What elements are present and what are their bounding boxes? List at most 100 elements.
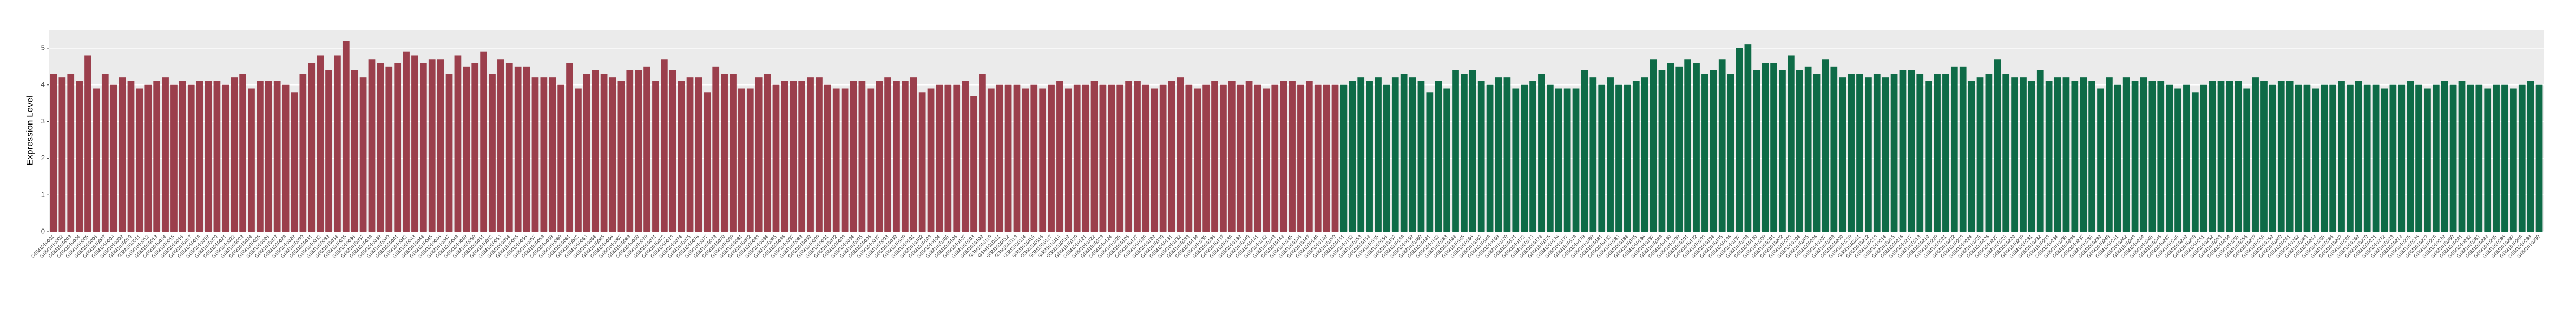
bar [1994,59,2001,232]
bar [1383,84,1390,232]
bar [1804,66,1812,232]
bar [2467,84,2474,232]
bar [2338,81,2345,232]
bar [1925,81,1933,232]
bar [1461,74,1468,232]
bar [1254,84,1261,232]
bar [1675,66,1683,232]
bar [1323,84,1330,232]
bar [2045,81,2053,232]
bar [1108,84,1115,232]
bar [1469,70,1476,232]
bar [2407,81,2414,232]
bar [359,77,367,232]
bar [609,77,616,232]
bar [2355,81,2362,232]
bar [927,88,935,232]
bar [2363,84,2371,232]
bar [84,55,91,232]
bar [2277,81,2285,232]
bar [153,81,161,232]
bar [110,84,117,232]
bar [1237,84,1244,232]
bar [2114,84,2121,232]
bar [119,77,126,232]
bar [1400,74,1408,232]
bar [1443,88,1450,232]
bar [790,81,797,232]
bar [2441,81,2448,232]
bar [2518,84,2526,232]
bar [1289,81,1296,232]
bar [850,81,857,232]
bar [377,63,384,232]
bar [953,84,961,232]
bar [1658,70,1666,232]
bar [282,84,290,232]
bar [772,84,780,232]
bar [273,81,281,232]
bar [1839,77,1846,232]
y-tick-label: 5 [41,43,45,51]
bar [1701,74,1708,232]
bar [1349,81,1356,232]
bar [334,55,341,232]
bar [1211,81,1218,232]
bar [652,81,659,232]
bar [1942,74,1949,232]
bar [1882,77,1889,232]
bar [721,74,728,232]
bar [480,51,487,232]
bar [832,88,840,232]
bar [583,74,590,232]
bar [686,77,694,232]
bar [2535,84,2543,232]
bar [1632,81,1640,232]
bar [807,77,814,232]
bar [867,88,875,232]
bar [962,81,969,232]
bar [1830,66,1838,232]
bar [1297,84,1304,232]
bar [2458,81,2466,232]
bar [170,84,178,232]
bar [2347,84,2354,232]
bar [2209,81,2216,232]
bar [1056,81,1063,232]
bar [1607,77,1614,232]
bar [876,81,883,232]
bar [1151,88,1158,232]
bar [2424,88,2431,232]
bar [1512,88,1520,232]
bar [2312,88,2319,232]
bar [824,84,831,232]
bar [1916,74,1924,232]
bar [1090,81,1098,232]
bar [1908,70,1915,232]
bar [704,92,711,232]
bar [1822,59,1829,232]
bar [265,81,272,232]
bar [1624,84,1631,232]
bar [1615,84,1622,232]
bar [2269,84,2276,232]
bar [781,81,788,232]
bar [1890,74,1898,232]
bar [1762,63,1769,232]
bar [1064,88,1072,232]
bar [893,81,900,232]
bar [1340,84,1348,232]
bar [1538,74,1545,232]
bar [187,84,195,232]
bar [2303,84,2311,232]
bar [1116,84,1124,232]
bar [471,63,479,232]
bar [299,74,307,232]
bar [1667,63,1674,232]
bar [746,88,754,232]
bar [1693,63,1700,232]
bar [2260,81,2268,232]
bar [841,88,849,232]
bar [2157,81,2165,232]
bar [1228,81,1236,232]
